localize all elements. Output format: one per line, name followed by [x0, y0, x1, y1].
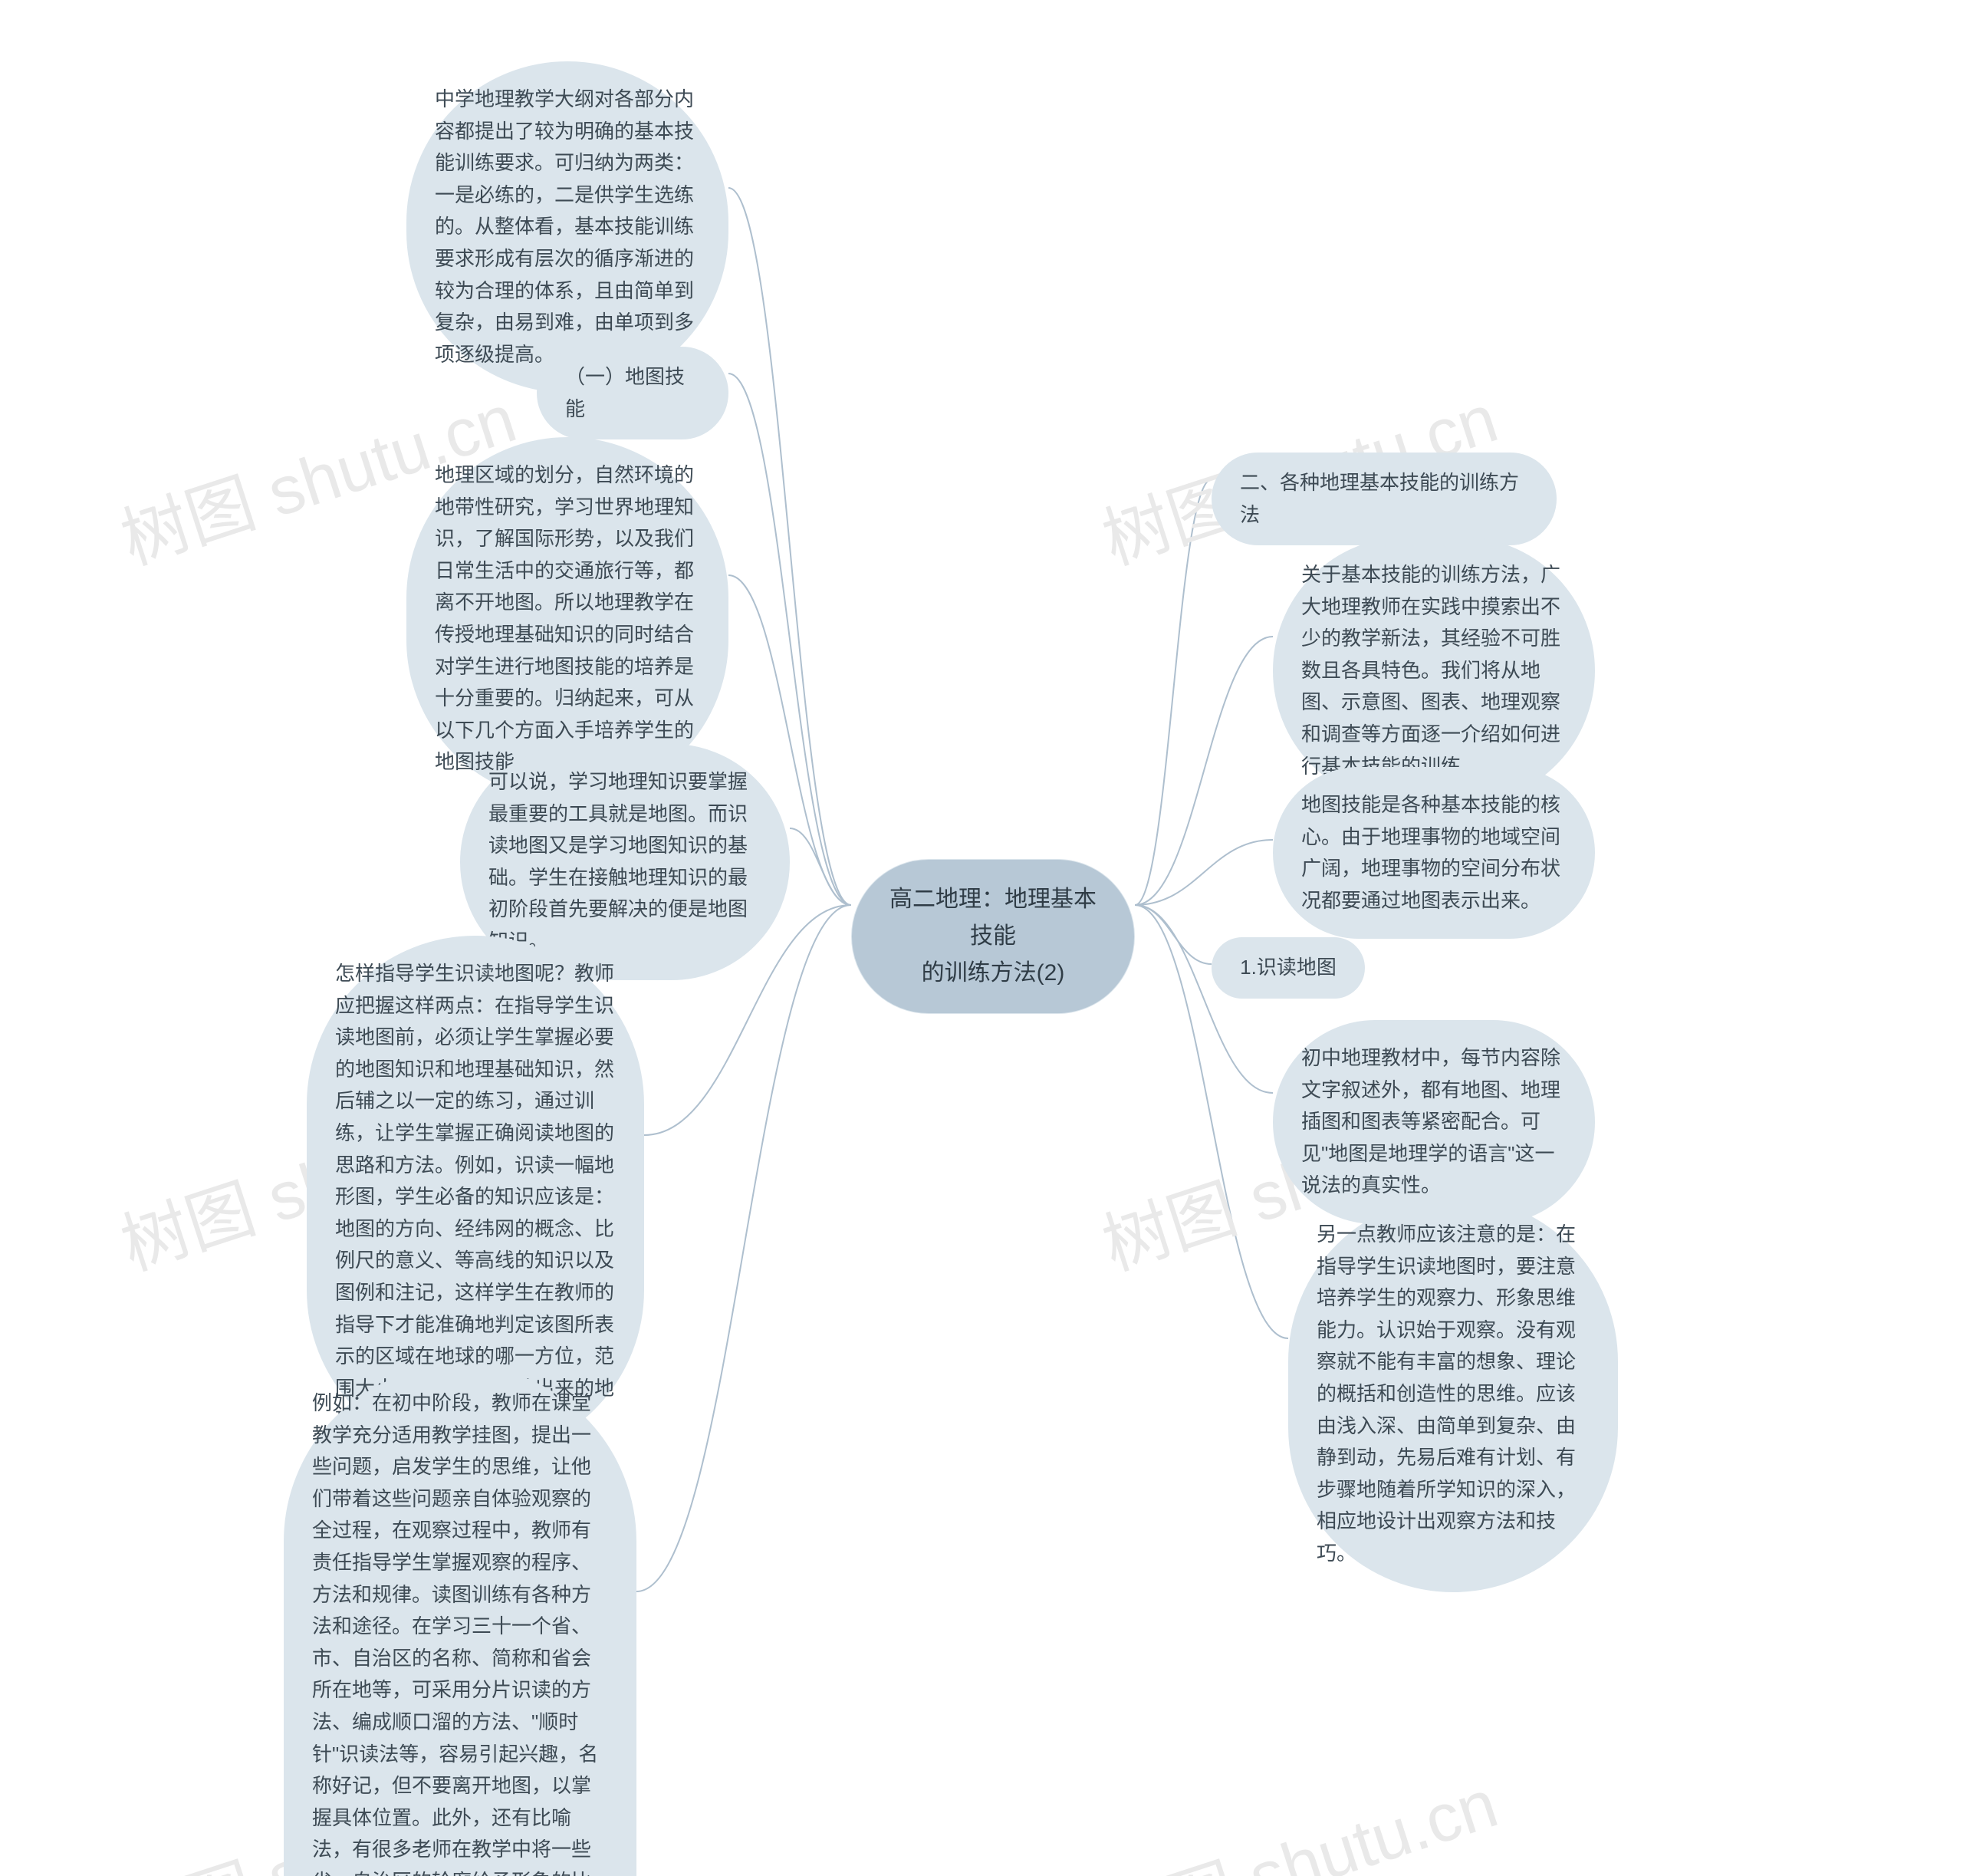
edge [1135, 905, 1273, 1093]
mindmap-canvas: 树图 shutu.cn树图 shutu.cn树图 shutu.cn树图 shut… [0, 0, 1963, 1876]
edge [1135, 840, 1273, 905]
edge [790, 828, 851, 905]
node-R3[interactable]: 地图技能是各种基本技能的核心。由于地理事物的地域空间广阔，地理事物的空间分布状况… [1273, 767, 1595, 939]
edge [1135, 479, 1212, 905]
node-L1[interactable]: 中学地理教学大纲对各部分内容都提出了较为明确的基本技能训练要求。可归纳为两类：一… [406, 61, 728, 393]
node-L6[interactable]: 例如：在初中阶段，教师在课堂教学充分适用教学挂图，提出一些问题，启发学生的思维，… [284, 1365, 636, 1876]
node-L2[interactable]: （一）地图技能 [537, 347, 728, 439]
node-R1[interactable]: 二、各种地理基本技能的训练方法 [1212, 453, 1557, 545]
edge [1135, 637, 1273, 905]
root-node[interactable]: 高二地理：地理基本技能 的训练方法(2) [851, 859, 1135, 1014]
edge [1135, 905, 1212, 964]
edge [636, 905, 851, 1591]
node-R5[interactable]: 初中地理教材中，每节内容除文字叙述外，都有地图、地理插图和图表等紧密配合。可见"… [1273, 1020, 1595, 1224]
watermark: 树图 shutu.cn [1089, 1749, 1508, 1876]
node-R4[interactable]: 1.识读地图 [1212, 937, 1365, 999]
node-R6[interactable]: 另一点教师应该注意的是：在指导学生识读地图时，要注意培养学生的观察力、形象思维能… [1288, 1196, 1618, 1592]
node-R2[interactable]: 关于基本技能的训练方法，广大地理教师在实践中摸索出不少的教学新法，其经验不可胜数… [1273, 537, 1595, 805]
